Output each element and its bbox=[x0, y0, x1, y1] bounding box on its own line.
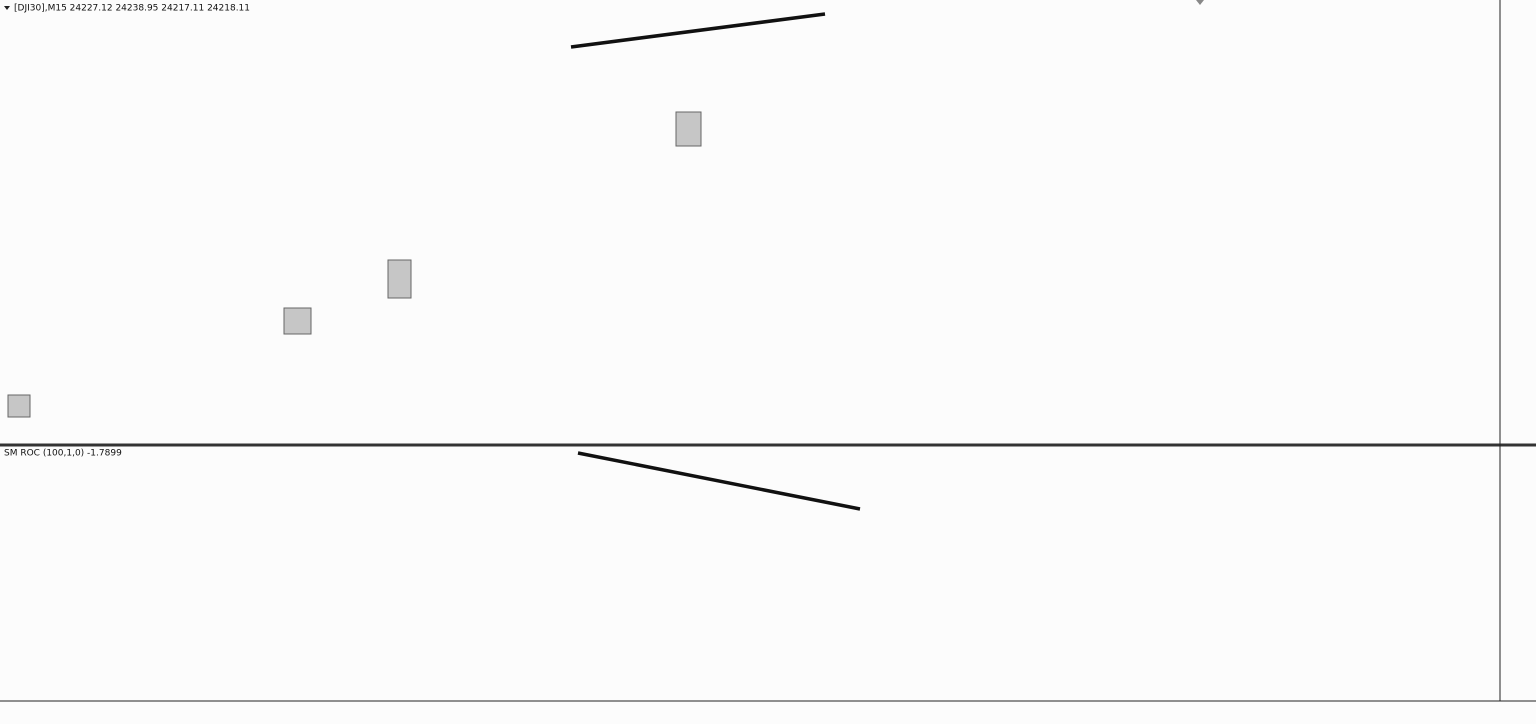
menu-arrow[interactable] bbox=[4, 6, 10, 10]
price-title: [DJI30],M15 24227.12 24238.95 24217.11 2… bbox=[14, 4, 250, 14]
shift-marker bbox=[1196, 0, 1204, 5]
highlight-box bbox=[387, 259, 412, 299]
highlight-box bbox=[283, 307, 312, 335]
highlight-box bbox=[7, 394, 31, 418]
trend-line bbox=[577, 451, 861, 511]
highlight-box bbox=[675, 111, 702, 147]
indicator-title: SM ROC (100,1,0) -1.7899 bbox=[4, 449, 122, 459]
trend-line bbox=[570, 12, 826, 49]
